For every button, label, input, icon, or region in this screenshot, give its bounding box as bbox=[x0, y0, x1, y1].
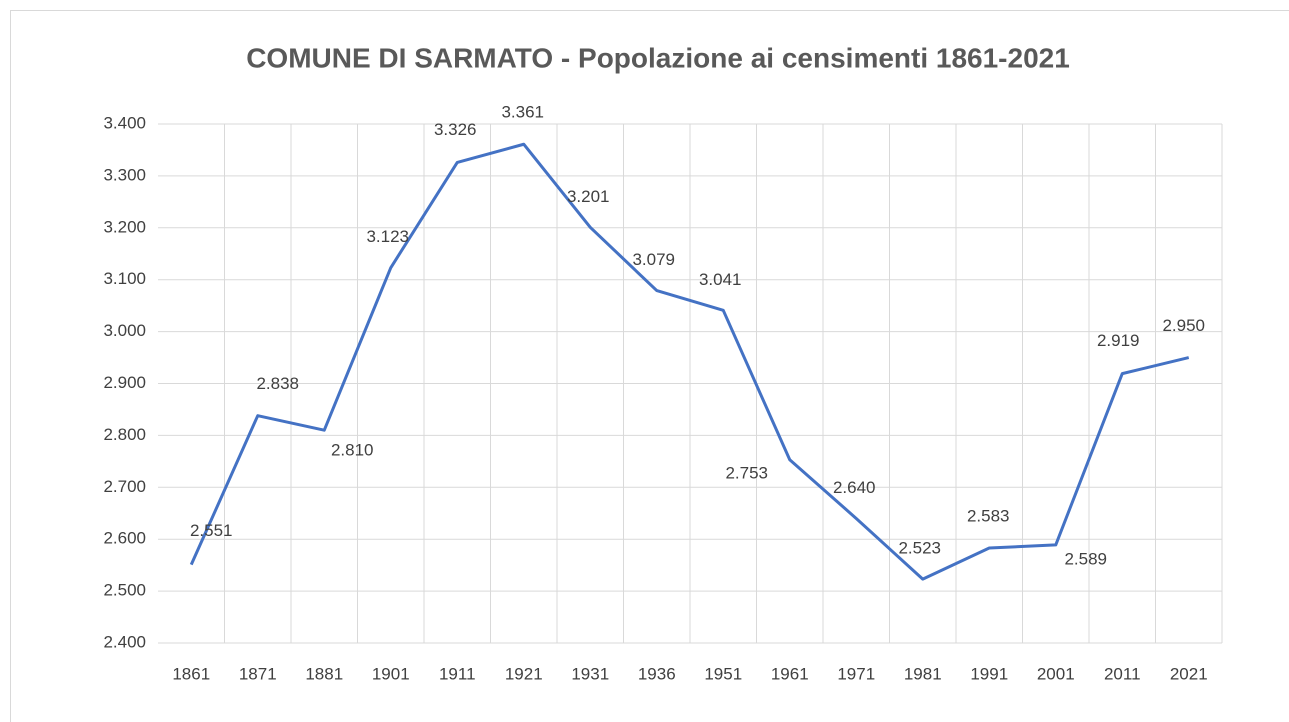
y-tick-label: 2.900 bbox=[103, 373, 146, 392]
x-tick-label: 1971 bbox=[837, 664, 875, 683]
data-label: 2.640 bbox=[833, 478, 876, 497]
x-tick-label: 2001 bbox=[1037, 664, 1075, 683]
y-tick-label: 2.400 bbox=[103, 632, 146, 651]
data-label: 2.551 bbox=[190, 521, 233, 540]
x-tick-label: 1921 bbox=[505, 664, 543, 683]
data-label: 3.326 bbox=[434, 120, 477, 139]
data-label: 2.583 bbox=[967, 507, 1010, 526]
x-tick-label: 1931 bbox=[571, 664, 609, 683]
x-tick-label: 1981 bbox=[904, 664, 942, 683]
x-tick-label: 2021 bbox=[1170, 664, 1208, 683]
y-tick-label: 2.500 bbox=[103, 581, 146, 600]
x-tick-label: 1911 bbox=[439, 664, 476, 683]
data-label: 2.810 bbox=[331, 441, 374, 460]
x-tick-label: 1961 bbox=[771, 664, 809, 683]
data-label: 2.523 bbox=[898, 539, 941, 558]
data-label: 3.041 bbox=[699, 270, 742, 289]
x-tick-label: 1936 bbox=[638, 664, 676, 683]
x-tick-label: 1871 bbox=[239, 664, 277, 683]
y-tick-label: 2.700 bbox=[103, 477, 146, 496]
x-tick-label: 2011 bbox=[1104, 664, 1141, 683]
y-tick-label: 3.400 bbox=[103, 113, 146, 132]
data-label: 3.201 bbox=[567, 187, 610, 206]
data-label: 2.589 bbox=[1064, 549, 1107, 568]
y-tick-label: 2.600 bbox=[103, 529, 146, 548]
data-label: 2.838 bbox=[256, 374, 299, 393]
data-label: 3.123 bbox=[366, 227, 409, 246]
x-tick-label: 1881 bbox=[305, 664, 343, 683]
x-tick-label: 1991 bbox=[970, 664, 1008, 683]
data-label: 2.753 bbox=[725, 463, 768, 482]
data-label: 2.950 bbox=[1162, 316, 1205, 335]
y-tick-label: 3.200 bbox=[103, 217, 146, 236]
y-tick-label: 3.100 bbox=[103, 269, 146, 288]
chart-title: COMUNE DI SARMATO - Popolazione ai censi… bbox=[246, 42, 1070, 73]
data-label: 3.079 bbox=[632, 250, 675, 269]
y-tick-label: 3.000 bbox=[103, 321, 146, 340]
y-tick-label: 2.800 bbox=[103, 425, 146, 444]
data-label: 3.361 bbox=[501, 103, 544, 122]
data-label: 2.919 bbox=[1097, 331, 1140, 350]
x-tick-label: 1951 bbox=[704, 664, 742, 683]
line-series bbox=[189, 142, 1190, 581]
chart-border bbox=[10, 10, 1289, 722]
x-tick-label: 1901 bbox=[372, 664, 410, 683]
y-tick-label: 3.300 bbox=[103, 165, 146, 184]
x-tick-label: 1861 bbox=[172, 664, 210, 683]
